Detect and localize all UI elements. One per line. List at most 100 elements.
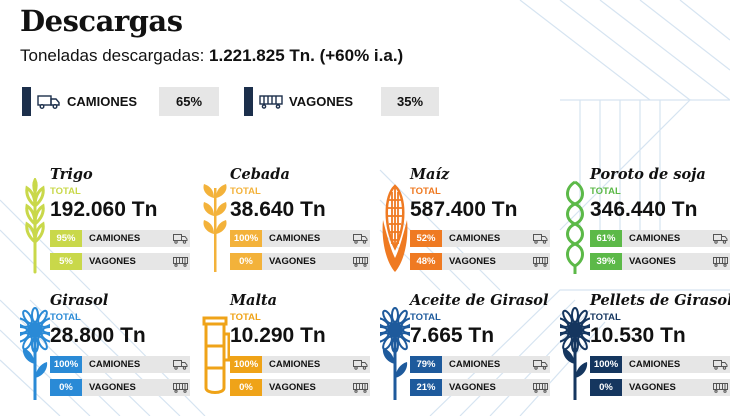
- railcar-icon: [530, 382, 550, 393]
- subtitle-label: Toneladas descargadas:: [20, 46, 205, 65]
- rail-label: VAGONES: [269, 382, 316, 393]
- trucks-pct: 95%: [50, 230, 82, 247]
- truck-icon: [530, 233, 550, 244]
- railcar-icon: [170, 256, 190, 267]
- mode-pct-rail: 35%: [381, 87, 439, 116]
- rail-row: 5% VAGONES: [50, 253, 190, 270]
- mode-pct-trucks: 65%: [159, 87, 219, 116]
- mode-summary-rail: VAGONES 35%: [244, 87, 439, 116]
- product-card-trigo: Trigo TOTAL 192.060 Tn 95% CAMIONES 5% V…: [20, 166, 190, 278]
- trucks-label: CAMIONES: [269, 233, 321, 244]
- product-total: 10.290 Tn: [230, 324, 326, 347]
- rail-row: 0% VAGONES: [230, 379, 370, 396]
- trucks-label: CAMIONES: [269, 359, 321, 370]
- product-name: Trigo: [50, 166, 93, 183]
- railcar-icon: [253, 87, 289, 116]
- page-title: Descargas: [20, 4, 183, 38]
- sunflower-pellets-icon: [552, 304, 598, 400]
- trucks-row: 79% CAMIONES: [410, 356, 550, 373]
- product-name: Pellets de Girasol: [590, 292, 730, 309]
- product-total: 10.530 Tn: [590, 324, 686, 347]
- truck-icon: [530, 359, 550, 370]
- total-label: TOTAL: [590, 186, 621, 197]
- rail-pct: 0%: [230, 379, 262, 396]
- rail-pct: 39%: [590, 253, 622, 270]
- trucks-pct: 100%: [590, 356, 622, 373]
- product-card-aceite-de-girasol: Aceite de Girasol TOTAL 7.665 Tn 79% CAM…: [372, 292, 550, 404]
- total-label: TOTAL: [230, 312, 261, 323]
- product-total: 192.060 Tn: [50, 198, 158, 221]
- total-label: TOTAL: [410, 312, 441, 323]
- truck-icon: [170, 359, 190, 370]
- product-name: Cebada: [230, 166, 290, 183]
- product-name: Malta: [230, 292, 278, 309]
- trucks-label: CAMIONES: [449, 233, 501, 244]
- trucks-label: CAMIONES: [89, 233, 141, 244]
- product-card-pellets-de-girasol: Pellets de Girasol TOTAL 10.530 Tn 100% …: [552, 292, 730, 404]
- rail-label: VAGONES: [89, 256, 136, 267]
- railcar-icon: [170, 382, 190, 393]
- truck-icon: [710, 233, 730, 244]
- sunflower-oil-icon: [372, 304, 418, 400]
- product-total: 346.440 Tn: [590, 198, 698, 221]
- total-label: TOTAL: [50, 312, 81, 323]
- product-name: Aceite de Girasol: [410, 292, 549, 309]
- product-name: Poroto de soja: [590, 166, 706, 183]
- product-card-malta: Malta TOTAL 10.290 Tn 100% CAMIONES 0% V…: [200, 292, 370, 404]
- rail-label: VAGONES: [629, 256, 676, 267]
- rail-label: VAGONES: [89, 382, 136, 393]
- railcar-icon: [710, 382, 730, 393]
- soybean-icon: [560, 178, 590, 274]
- railcar-icon: [350, 256, 370, 267]
- mode-accent-bar: [244, 87, 253, 116]
- rail-row: 0% VAGONES: [230, 253, 370, 270]
- railcar-icon: [710, 256, 730, 267]
- mode-summary-trucks: CAMIONES 65%: [22, 87, 219, 116]
- rail-label: VAGONES: [449, 382, 496, 393]
- malt-jar-icon: [200, 304, 231, 400]
- rail-label: VAGONES: [269, 256, 316, 267]
- rail-row: 39% VAGONES: [590, 253, 730, 270]
- product-total: 587.400 Tn: [410, 198, 518, 221]
- truck-icon: [350, 359, 370, 370]
- rail-row: 21% VAGONES: [410, 379, 550, 396]
- trucks-pct: 100%: [230, 356, 262, 373]
- rail-pct: 0%: [590, 379, 622, 396]
- trucks-row: 100% CAMIONES: [230, 356, 370, 373]
- trucks-pct: 100%: [230, 230, 262, 247]
- mode-label-rail: VAGONES: [289, 87, 381, 116]
- rail-pct: 0%: [50, 379, 82, 396]
- barley-icon: [200, 178, 230, 274]
- subtitle-value: 1.221.825 Tn. (+60% i.a.): [209, 46, 404, 65]
- trucks-label: CAMIONES: [629, 233, 681, 244]
- trucks-row: 100% CAMIONES: [590, 356, 730, 373]
- mode-label-trucks: CAMIONES: [67, 87, 159, 116]
- truck-icon: [31, 87, 67, 116]
- trucks-label: CAMIONES: [449, 359, 501, 370]
- product-card-poroto-de-soja: Poroto de soja TOTAL 346.440 Tn 61% CAMI…: [560, 166, 730, 278]
- rail-row: 0% VAGONES: [590, 379, 730, 396]
- product-total: 28.800 Tn: [50, 324, 146, 347]
- trucks-pct: 79%: [410, 356, 442, 373]
- product-total: 38.640 Tn: [230, 198, 326, 221]
- product-name: Girasol: [50, 292, 109, 309]
- trucks-label: CAMIONES: [629, 359, 681, 370]
- total-label: TOTAL: [50, 186, 81, 197]
- product-card-girasol: Girasol TOTAL 28.800 Tn 100% CAMIONES 0%…: [12, 292, 190, 404]
- rail-label: VAGONES: [449, 256, 496, 267]
- trucks-pct: 52%: [410, 230, 442, 247]
- trucks-pct: 100%: [50, 356, 82, 373]
- rail-label: VAGONES: [629, 382, 676, 393]
- total-label: TOTAL: [410, 186, 441, 197]
- mode-accent-bar: [22, 87, 31, 116]
- product-card-maiz: Maíz TOTAL 587.400 Tn 52% CAMIONES 48% V…: [380, 166, 550, 278]
- rail-pct: 5%: [50, 253, 82, 270]
- product-card-cebada: Cebada TOTAL 38.640 Tn 100% CAMIONES 0% …: [200, 166, 370, 278]
- trucks-row: 95% CAMIONES: [50, 230, 190, 247]
- trucks-row: 100% CAMIONES: [50, 356, 190, 373]
- wheat-icon: [20, 176, 50, 274]
- total-label: TOTAL: [590, 312, 621, 323]
- rail-pct: 48%: [410, 253, 442, 270]
- rail-row: 0% VAGONES: [50, 379, 190, 396]
- trucks-row: 100% CAMIONES: [230, 230, 370, 247]
